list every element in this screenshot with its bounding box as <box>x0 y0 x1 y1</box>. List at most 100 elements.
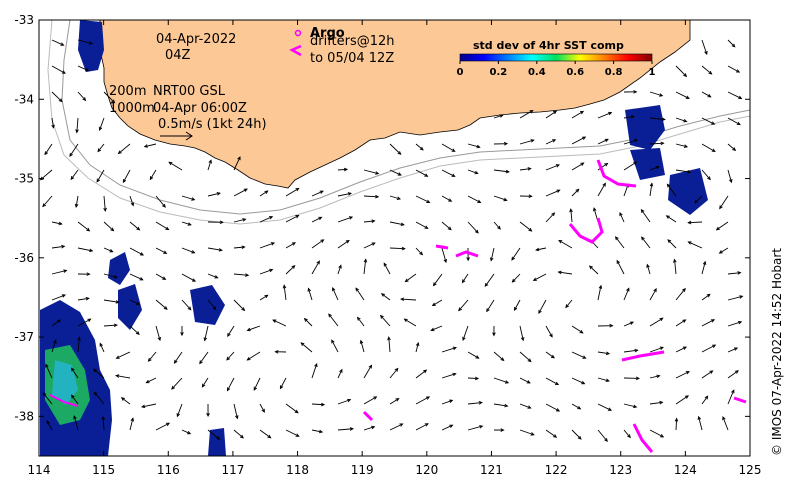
current-vector <box>727 169 733 184</box>
current-vector <box>727 39 736 48</box>
current-vector <box>259 403 265 413</box>
x-tick-label: 123 <box>609 463 632 477</box>
current-vector <box>181 273 197 282</box>
x-tick-label: 120 <box>415 463 438 477</box>
current-vector <box>129 273 144 281</box>
current-vector <box>129 325 140 335</box>
current-vector <box>519 167 532 171</box>
colorbar-tick-label: 0.8 <box>605 67 623 78</box>
current-vector <box>311 216 323 223</box>
current-vector <box>538 299 547 314</box>
y-tick-label: -34 <box>14 92 34 106</box>
current-vector <box>303 317 313 327</box>
plot-frame <box>38 19 751 457</box>
current-vector <box>168 161 183 171</box>
current-vector <box>363 242 376 249</box>
current-vector <box>51 269 68 275</box>
current-vector <box>246 325 261 332</box>
current-vector <box>571 351 587 359</box>
valid-time-label: 04-Apr 06:00Z <box>153 101 247 116</box>
drifter-track <box>632 423 654 453</box>
current-vector <box>99 342 105 353</box>
current-vector <box>311 190 324 197</box>
current-vector <box>363 364 373 379</box>
current-vector <box>701 293 711 301</box>
x-tick-label: 118 <box>286 463 309 477</box>
current-vector <box>467 143 481 149</box>
current-vector <box>70 394 79 405</box>
current-vector <box>649 91 664 97</box>
current-vector <box>403 318 417 327</box>
current-vector <box>545 351 555 359</box>
drifter-track <box>435 244 449 250</box>
current-vector <box>493 141 509 146</box>
current-vector <box>667 239 677 249</box>
current-vector <box>649 182 654 197</box>
current-vector <box>415 143 424 151</box>
colorbar-tick-label: 0.4 <box>528 67 546 78</box>
current-vector <box>400 297 417 302</box>
current-vector <box>73 415 79 431</box>
current-vector <box>727 295 744 301</box>
current-vector <box>253 377 261 391</box>
current-vector <box>511 247 521 261</box>
current-vector <box>285 403 299 414</box>
land-mass <box>99 19 691 189</box>
current-vector <box>285 264 296 275</box>
colorbar-tick-label: 0.6 <box>566 67 584 78</box>
x-tick-label: 114 <box>28 463 51 477</box>
current-vector <box>389 169 402 176</box>
current-vector <box>97 143 105 153</box>
current-vector <box>51 244 66 249</box>
colorbar-title: std dev of 4hr SST comp <box>473 39 624 52</box>
current-vector <box>545 429 558 438</box>
current-vector <box>432 273 443 287</box>
current-vector <box>181 429 192 435</box>
current-vector <box>623 376 640 381</box>
current-vector <box>328 313 339 327</box>
current-vectors <box>39 39 744 443</box>
current-vector <box>103 273 119 279</box>
current-vector <box>493 195 508 202</box>
current-vector <box>147 351 157 362</box>
current-vector <box>727 65 741 73</box>
current-vector <box>415 221 429 229</box>
date-label: 04-Apr-2022 <box>156 32 236 47</box>
current-vector <box>623 138 639 145</box>
x-tick-label: 115 <box>92 463 115 477</box>
current-vector <box>701 344 717 353</box>
current-vector <box>649 374 661 379</box>
current-vector <box>103 247 114 253</box>
y-tick-label: -38 <box>14 409 34 423</box>
drifters-label: drifters@12h <box>310 34 395 49</box>
current-vector <box>545 403 561 412</box>
current-vector <box>272 319 287 327</box>
current-vector <box>545 164 560 171</box>
current-vector <box>337 264 342 275</box>
current-vector <box>623 90 638 94</box>
current-vector <box>77 65 90 72</box>
current-vector <box>441 424 454 431</box>
current-vector <box>649 141 665 146</box>
sst-colorbar: std dev of 4hr SST comp 0 0.2 0.4 0.6 0.8 1 <box>457 39 656 78</box>
current-vector <box>571 110 585 119</box>
current-vector <box>233 218 247 223</box>
current-vector <box>51 221 63 226</box>
current-vector <box>155 325 162 342</box>
current-vector <box>355 287 365 301</box>
sst-patch-east-b <box>630 148 665 180</box>
x-tick-label: 124 <box>674 463 697 477</box>
current-vector <box>51 294 66 301</box>
drifter-track <box>362 410 374 422</box>
current-vector <box>259 242 276 249</box>
current-vector <box>226 351 235 361</box>
current-vector <box>117 143 131 155</box>
current-vector <box>103 323 118 328</box>
current-vector <box>207 192 221 197</box>
current-vector <box>431 299 443 307</box>
argo-label: Argo <box>310 26 345 41</box>
current-vector <box>181 195 196 201</box>
drifter-track <box>455 250 479 258</box>
current-vector <box>415 247 424 256</box>
current-vector <box>77 247 94 253</box>
